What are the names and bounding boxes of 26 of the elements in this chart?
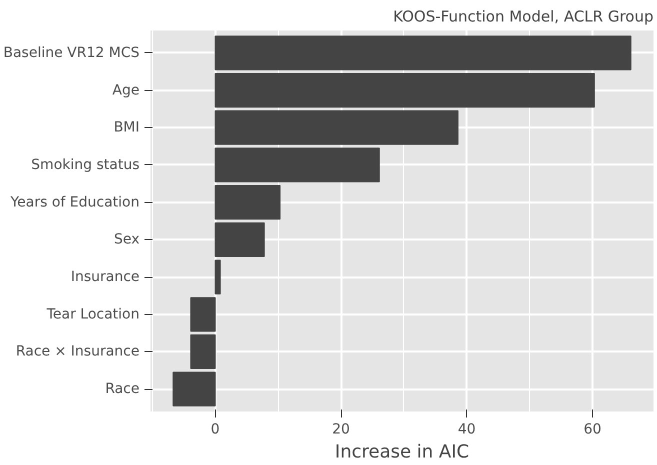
x-tick-label: 40 bbox=[458, 422, 476, 438]
x-tick-label: 0 bbox=[210, 422, 220, 438]
y-tick-label: BMI bbox=[114, 120, 140, 136]
y-tick-label: Baseline VR12 MCS bbox=[3, 44, 140, 61]
x-tick-label: 20 bbox=[332, 422, 350, 438]
y-tick-label: Race bbox=[105, 381, 140, 398]
bar bbox=[214, 110, 458, 145]
bar bbox=[214, 185, 281, 220]
x-axis-title: Increase in AIC bbox=[334, 442, 470, 462]
y-tick-label: Sex bbox=[114, 232, 140, 248]
bar bbox=[214, 148, 380, 182]
y-tick-label: Tear Location bbox=[46, 306, 140, 322]
bar bbox=[214, 72, 595, 108]
bar bbox=[214, 36, 632, 70]
y-tick-label: Smoking status bbox=[31, 156, 140, 173]
chart-title: KOOS-Function Model, ACLR Group bbox=[393, 8, 654, 26]
bar bbox=[190, 334, 216, 370]
bar bbox=[172, 372, 216, 406]
bar bbox=[214, 260, 221, 294]
x-tick-label: 60 bbox=[584, 422, 602, 438]
bar bbox=[190, 297, 216, 332]
y-tick-label: Years of Education bbox=[9, 194, 140, 210]
y-tick-label: Race × Insurance bbox=[16, 344, 140, 360]
y-tick-label: Age bbox=[112, 82, 140, 98]
bar bbox=[214, 222, 265, 257]
y-tick-label: Insurance bbox=[70, 269, 140, 286]
